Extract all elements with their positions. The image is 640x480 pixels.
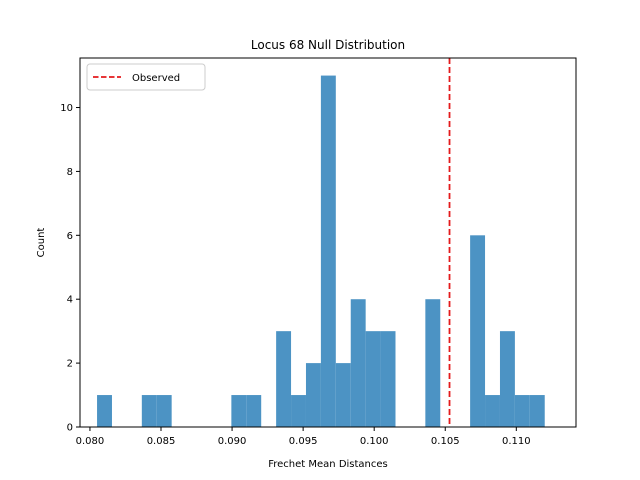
y-tick-label: 4 <box>67 295 73 306</box>
y-tick-label: 2 <box>67 359 73 370</box>
histogram-bar <box>276 331 292 427</box>
histogram-bar <box>291 395 306 427</box>
x-tick-label: 0.100 <box>360 436 389 447</box>
x-tick-label: 0.090 <box>218 436 247 447</box>
histogram-bar <box>499 331 515 427</box>
histogram-bar <box>97 395 112 427</box>
histogram-bar <box>425 299 441 427</box>
x-tick-label: 0.080 <box>76 436 105 447</box>
histogram-bar <box>231 395 247 427</box>
histogram-bar <box>350 299 366 427</box>
histogram-bar <box>365 331 381 427</box>
histogram-bar <box>141 395 157 427</box>
y-tick-label: 0 <box>67 423 73 434</box>
histogram-bar <box>156 395 172 427</box>
histogram-bars <box>97 75 545 427</box>
legend-box <box>86 63 206 91</box>
plot-frame <box>79 57 577 428</box>
histogram-bar <box>246 395 262 427</box>
y-axis-title: Count <box>36 228 47 258</box>
histogram-bar <box>470 235 486 427</box>
y-tick-label: 6 <box>67 231 73 242</box>
chart-title: Locus 68 Null Distribution <box>251 38 405 52</box>
histogram-bar <box>380 331 396 427</box>
legend: Observed <box>86 63 206 91</box>
histogram-bar <box>485 395 500 427</box>
x-axis: 0.080 0.085 0.090 0.095 0.100 0.105 0.110 <box>76 427 531 447</box>
legend-observed-label: Observed <box>132 73 180 84</box>
y-tick-label: 8 <box>67 167 73 178</box>
histogram-bar <box>514 395 530 427</box>
x-tick-label: 0.110 <box>502 436 531 447</box>
x-tick-label: 0.095 <box>289 436 318 447</box>
x-tick-label: 0.085 <box>147 436 176 447</box>
y-tick-label: 10 <box>60 103 73 114</box>
histogram-bar <box>320 75 336 427</box>
histogram-bar <box>335 363 351 427</box>
x-tick-label: 0.105 <box>431 436 460 447</box>
x-axis-title: Frechet Mean Distances <box>268 459 388 470</box>
histogram-bar <box>305 363 321 427</box>
histogram-bar <box>529 395 545 427</box>
y-axis: 0 2 4 6 8 10 <box>60 103 80 434</box>
